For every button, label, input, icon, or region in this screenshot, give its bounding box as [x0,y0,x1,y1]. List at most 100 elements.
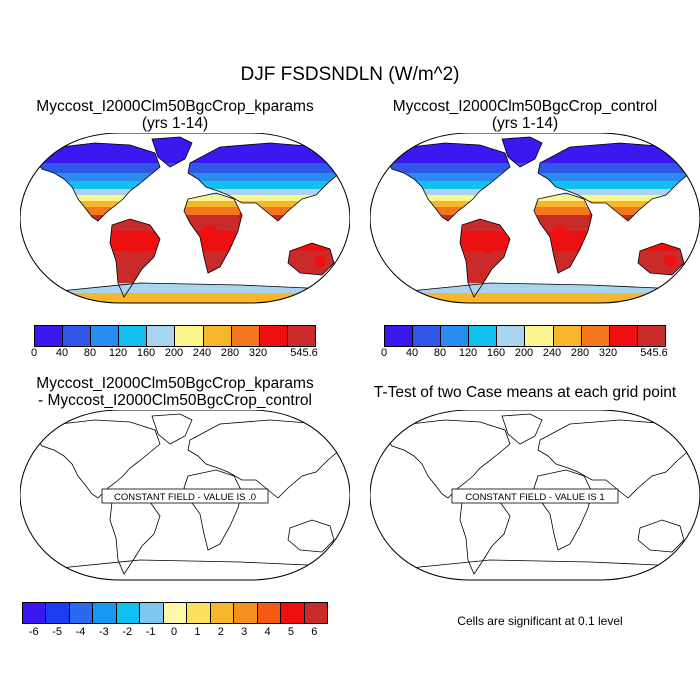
continent-africa [183,192,243,274]
colorbar-tick-label: 160 [136,347,156,359]
colorbar-tick-label: -4 [75,626,86,638]
control-panel-title: Myccost_I2000Clm50BgcCrop_control (yrs 1… [360,98,690,132]
difference-colorbar-labels: -6 -5 -4 -3 -2 -1 0 1 2 3 4 5 6 [22,626,328,640]
constant-field-label: CONSTANT FIELD - VALUE IS 1 [465,492,604,503]
continent-southAmerica [459,218,511,298]
colorbar-tick-label: 240 [192,347,212,359]
colorbar-swatch [175,326,204,346]
shading-band [380,173,696,181]
case-map [20,133,350,304]
continent-greenland [501,413,543,445]
colorbar-tick-label: -5 [52,626,62,638]
continent-greenland [151,413,193,445]
colorbar-tick-label: 545.6 [640,347,668,359]
difference-panel-title-line2: - Myccost_I2000Clm50BgcCrop_control [38,392,312,409]
colorbar-tick-label: 2 [217,626,224,638]
continent-greenland [501,136,543,168]
colorbar-swatch [234,603,258,623]
continent-northAmerica [383,142,511,222]
difference-map: CONSTANT FIELD - VALUE IS .0 [20,410,350,581]
colorbar-swatch [116,603,141,623]
colorbar-swatch [385,326,414,346]
colorbar-swatch [609,326,638,346]
colorbar-tick-label: 3 [241,626,248,638]
map-boundary [20,410,350,581]
colorbar-tick-label: 40 [55,347,69,359]
case-panel-title: Myccost_I2000Clm50BgcCrop_kparams (yrs 1… [10,98,340,132]
map-boundary [20,133,350,304]
colorbar-swatch [69,603,94,623]
ttest-map: CONSTANT FIELD - VALUE IS 1 [370,410,700,581]
map-boundary [370,410,700,581]
shading-band [380,283,696,293]
colorbar-tick-label: 320 [248,347,268,359]
difference-colorbar [22,602,328,624]
shading-band [30,215,346,231]
shading-band [30,293,346,303]
shading-band [380,207,696,215]
colorbar-swatch [525,326,554,346]
colorbar-tick-label: 0 [170,626,178,638]
colorbar-swatch [281,603,305,623]
difference-panel-title: Myccost_I2000Clm50BgcCrop_kparams - Mycc… [10,375,340,409]
shading-band [30,201,346,207]
colorbar-tick-label: 120 [108,347,128,359]
colorbar-swatch [210,603,235,623]
colorbar-tick-label: 80 [83,347,97,359]
colorbar-tick-label: 0 [380,347,388,359]
colorbar-tick-label: -3 [98,626,109,638]
continent-africa [183,469,243,551]
shading-band [380,293,696,303]
shading-band [30,251,346,283]
colorbar-tick-label: 120 [458,347,478,359]
colorbar-swatch [93,603,117,623]
colorbar-tick-label: 240 [542,347,562,359]
continent-australia [287,242,335,276]
colorbar-swatch [259,326,288,346]
continent-australia [637,519,685,553]
colorbar-tick-label: 280 [570,347,590,359]
control-map [370,133,700,304]
colorbar-tick-label: -1 [145,626,156,638]
figure-title: DJF FSDSNDLN (W/m^2) [240,64,460,85]
colorbar-swatch [257,603,282,623]
colorbar-swatch [46,603,70,623]
colorbar-tick-label: 1 [194,626,201,638]
colorbar-swatch [63,326,92,346]
continent-europeAsia [537,419,697,499]
colorbar-tick-label: 5 [287,626,294,638]
continent-australia [637,242,685,276]
colorbar-swatch [304,603,328,623]
constant-field-box [101,488,269,504]
shading-band [30,231,346,251]
colorbar-swatch [469,326,498,346]
continent-northAmerica [33,142,161,222]
shading-band [30,173,346,181]
continent-northAmerica [383,419,511,499]
case-colorbar-labels: 0 40 80 120 160 200 240 280 320 545.6 [31,347,318,361]
colorbar-swatch [203,326,232,346]
control-panel-title-line2: (yrs 1-14) [491,115,559,132]
shading-band [380,215,696,231]
shading-band [380,231,696,251]
colorbar-tick-label: -6 [28,626,39,638]
colorbar-tick-label: 200 [514,347,534,359]
shading-band [380,163,696,173]
colorbar-tick-label: 6 [311,626,318,638]
continent-europeAsia [187,419,347,499]
colorbar-swatch [187,603,211,623]
constant-field-box [451,488,619,504]
control-colorbar [384,325,666,347]
colorbar-tick-label: 545.6 [290,347,318,359]
colorbar-tick-label: 320 [598,347,618,359]
colorbar-swatch [637,326,665,346]
colorbar-tick-label: 40 [405,347,419,359]
shading-band [380,201,696,207]
colorbar-swatch [23,603,47,623]
case-panel-title-line2: (yrs 1-14) [141,115,209,132]
significance-note: Cells are significant at 0.1 level [457,614,623,628]
colorbar-swatch [147,326,176,346]
colorbar-tick-label: 80 [433,347,447,359]
continent-antarctica [29,559,341,580]
shading-band [380,189,696,195]
